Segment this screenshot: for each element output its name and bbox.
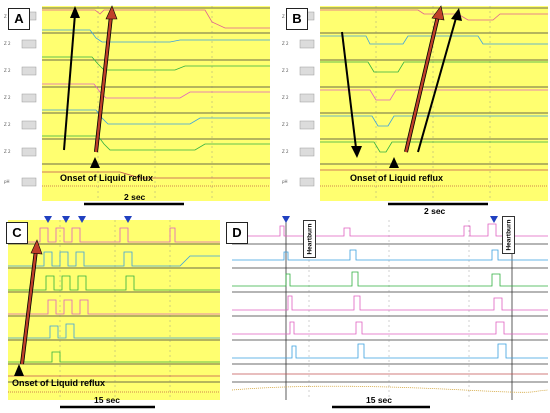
svg-text:pH: pH [282, 179, 288, 184]
heartburn-text-2: Heartburn [505, 219, 512, 251]
panel-a-onset-label: Onset of Liquid reflux [60, 173, 154, 183]
svg-text:Z 2: Z 2 [4, 149, 11, 154]
svg-text:Z 2: Z 2 [282, 149, 289, 154]
panel-d-tracing [231, 216, 549, 409]
panel-a-scale-label: 2 sec [124, 192, 146, 202]
svg-text:Z 2: Z 2 [282, 122, 289, 127]
panel-b-onset-label: Onset of Liquid reflux [350, 173, 444, 183]
svg-text:Z 2: Z 2 [282, 68, 289, 73]
panel-d-heartburn-label-1: Heartburn [303, 220, 316, 258]
panel-d: D Heartburn Heartburn 15 sec [224, 214, 550, 413]
svg-text:Z 2: Z 2 [282, 41, 289, 46]
svg-text:Z 2: Z 2 [4, 14, 11, 19]
panel-c: C Onset of Liquid reflux 15 sec [0, 214, 222, 413]
panel-d-label: D [226, 222, 248, 244]
panel-b: Z 2 Z 2 Z 2 Z 2 Z 2 Z 2 pH [278, 0, 550, 216]
panel-b-label: B [286, 8, 308, 30]
heartburn-text-1: Heartburn [306, 223, 313, 255]
svg-text:Z 2: Z 2 [282, 95, 289, 100]
panel-c-label: C [6, 222, 28, 244]
svg-text:Z 2: Z 2 [4, 41, 11, 46]
panel-a-label: A [8, 8, 30, 30]
panel-b-tracing: Z 2 Z 2 Z 2 Z 2 Z 2 Z 2 pH [278, 0, 548, 210]
panel-c-scale-label: 15 sec [94, 395, 120, 405]
panel-a: Z 2 Z 2 Z 2 Z 2 Z 2 Z 2 pH [0, 0, 272, 210]
panel-d-scale-label: 15 sec [366, 395, 392, 405]
svg-text:Z 2: Z 2 [4, 122, 11, 127]
panel-c-tracing [8, 216, 220, 409]
svg-text:Z 2: Z 2 [4, 95, 11, 100]
panel-c-onset-label: Onset of Liquid reflux [12, 378, 106, 388]
panel-a-tracing: Z 2 Z 2 Z 2 Z 2 Z 2 Z 2 pH [0, 0, 270, 210]
panel-b-scale-label: 2 sec [424, 206, 446, 216]
svg-text:Z 2: Z 2 [282, 14, 289, 19]
svg-text:Z 2: Z 2 [4, 68, 11, 73]
panel-d-heartburn-label-2: Heartburn [502, 216, 515, 254]
svg-text:pH: pH [4, 179, 10, 184]
